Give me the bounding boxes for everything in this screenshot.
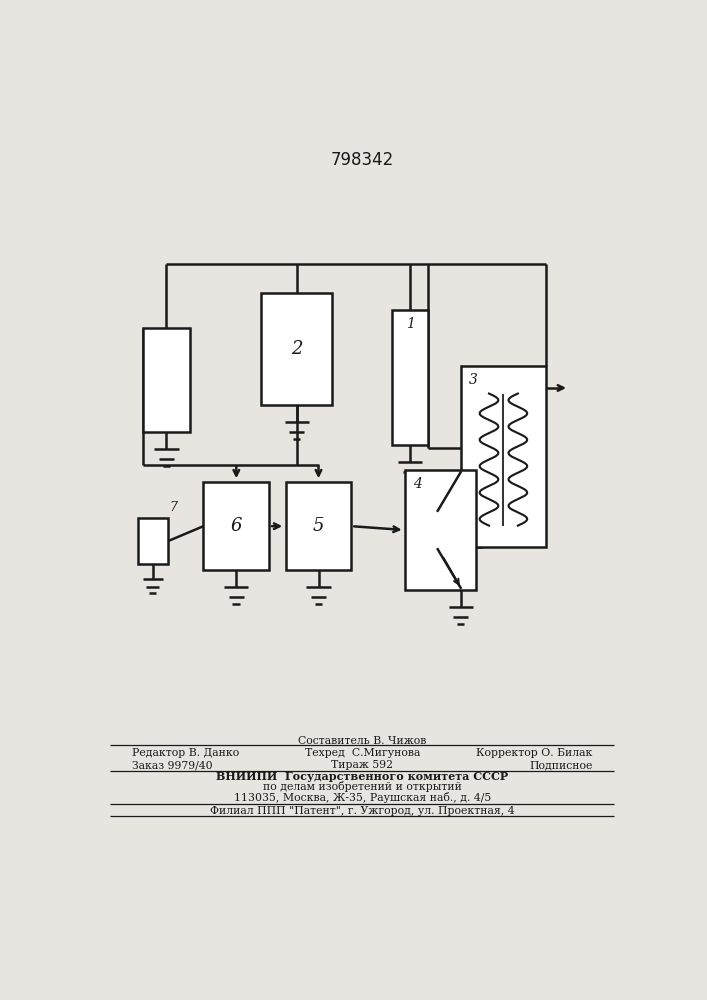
Text: 4: 4 [414, 477, 422, 491]
Text: 7: 7 [170, 501, 177, 514]
Text: Филиал ППП "Патент", г. Ужгород, ул. Проектная, 4: Филиал ППП "Патент", г. Ужгород, ул. Про… [210, 806, 515, 816]
Text: 798342: 798342 [331, 151, 394, 169]
Text: Техред  С.Мигунова: Техред С.Мигунова [305, 748, 420, 758]
Text: Редактор В. Данко: Редактор В. Данко [132, 748, 240, 758]
Bar [405, 470, 477, 590]
Text: 1: 1 [406, 317, 415, 331]
Text: 2: 2 [291, 340, 303, 358]
Text: ВНИИПИ  Государственного комитета СССР: ВНИИПИ Государственного комитета СССР [216, 771, 508, 782]
Bar [204, 482, 269, 570]
Text: Подписное: Подписное [529, 760, 592, 770]
Text: 5: 5 [312, 517, 325, 535]
Bar [261, 293, 332, 405]
Bar [144, 328, 189, 432]
Text: Тираж 592: Тираж 592 [332, 760, 393, 770]
Text: по делам изобретений и открытий: по делам изобретений и открытий [263, 781, 462, 792]
Bar [138, 518, 168, 564]
Bar [392, 310, 428, 445]
Text: Составитель В. Чижов: Составитель В. Чижов [298, 736, 426, 746]
Bar [286, 482, 351, 570]
Text: Корректор О. Билак: Корректор О. Билак [476, 748, 592, 758]
Bar [461, 366, 546, 547]
Text: 3: 3 [469, 373, 478, 387]
Text: Заказ 9979/40: Заказ 9979/40 [132, 760, 213, 770]
Text: 6: 6 [230, 517, 242, 535]
Text: 113035, Москва, Ж-35, Раушская наб., д. 4/5: 113035, Москва, Ж-35, Раушская наб., д. … [234, 792, 491, 803]
